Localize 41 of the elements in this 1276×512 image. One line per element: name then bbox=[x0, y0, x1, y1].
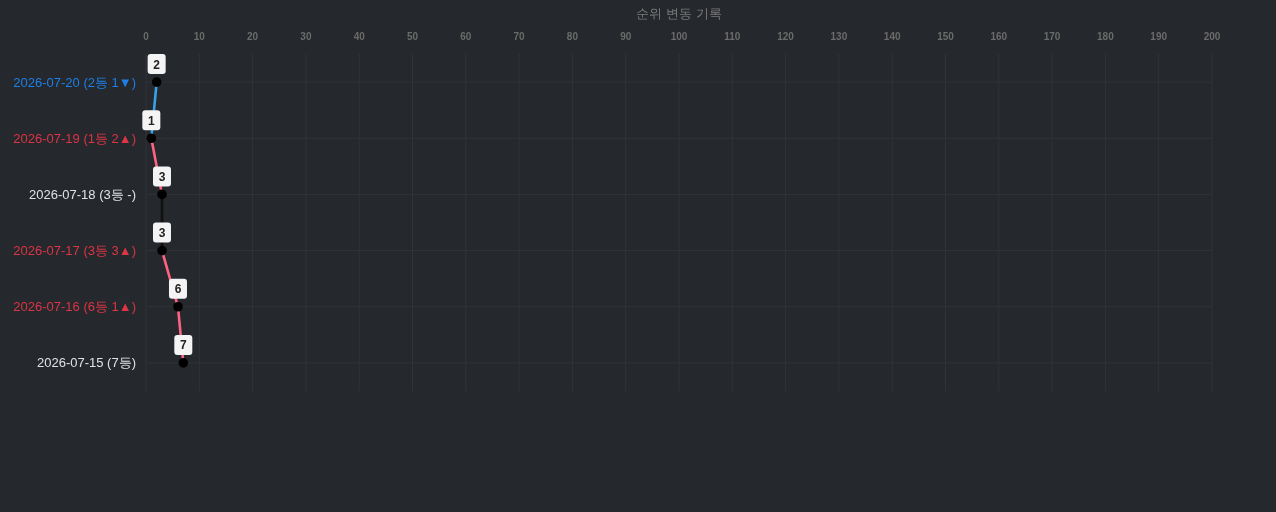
y-tick-label: 2026-07-16 (6등 1▲) bbox=[13, 299, 136, 315]
y-tick-label: 2026-07-18 (3등 -) bbox=[29, 186, 136, 202]
x-tick-label: 190 bbox=[1150, 31, 1168, 42]
x-tick-label: 60 bbox=[460, 31, 472, 42]
x-tick-label: 40 bbox=[353, 31, 366, 42]
data-label: 1 bbox=[147, 113, 155, 128]
x-tick-label: 0 bbox=[143, 31, 150, 42]
x-tick-label: 50 bbox=[406, 31, 419, 42]
point bbox=[157, 245, 167, 256]
y-tick-label: 2026-07-20 (2등 1▼) bbox=[13, 74, 136, 90]
x-tick-label: 180 bbox=[1097, 31, 1115, 42]
y-tick-label: 2026-07-19 (1등 2▲) bbox=[13, 130, 136, 146]
x-tick-label: 160 bbox=[990, 31, 1008, 42]
data-label: 1 bbox=[142, 110, 161, 131]
x-tick-label: 80 bbox=[566, 31, 579, 42]
data-label: 7 bbox=[179, 338, 187, 353]
y-tick-label: 2026-07-17 (3등 3▲) bbox=[13, 243, 136, 259]
y-tick-label: 2026-07-15 (7등) bbox=[37, 355, 136, 371]
point bbox=[178, 358, 189, 368]
data-label: 2 bbox=[153, 57, 161, 72]
point bbox=[157, 189, 167, 200]
x-tick-label: 10 bbox=[193, 31, 206, 42]
x-tick-label: 140 bbox=[883, 31, 901, 42]
point bbox=[151, 77, 162, 87]
x-tick-label: 100 bbox=[670, 31, 688, 42]
x-tick-label: 130 bbox=[830, 31, 848, 42]
x-tick-label: 70 bbox=[513, 31, 526, 42]
x-tick-label: 90 bbox=[620, 31, 632, 42]
x-tick-label: 200 bbox=[1203, 31, 1221, 42]
chart-title: 순위 변동 기록 bbox=[636, 6, 722, 21]
x-tick-label: 20 bbox=[247, 31, 259, 42]
data-label: 3 bbox=[158, 226, 166, 241]
data-label: 3 bbox=[158, 169, 166, 184]
x-tick-label: 30 bbox=[300, 31, 312, 42]
x-tick-label: 150 bbox=[937, 31, 955, 42]
point bbox=[173, 301, 183, 312]
x-tick-label: 170 bbox=[1043, 31, 1061, 42]
x-tick-label: 120 bbox=[777, 31, 795, 42]
point bbox=[146, 133, 157, 144]
x-tick-label: 110 bbox=[724, 31, 741, 42]
data-label: 6 bbox=[174, 282, 182, 297]
